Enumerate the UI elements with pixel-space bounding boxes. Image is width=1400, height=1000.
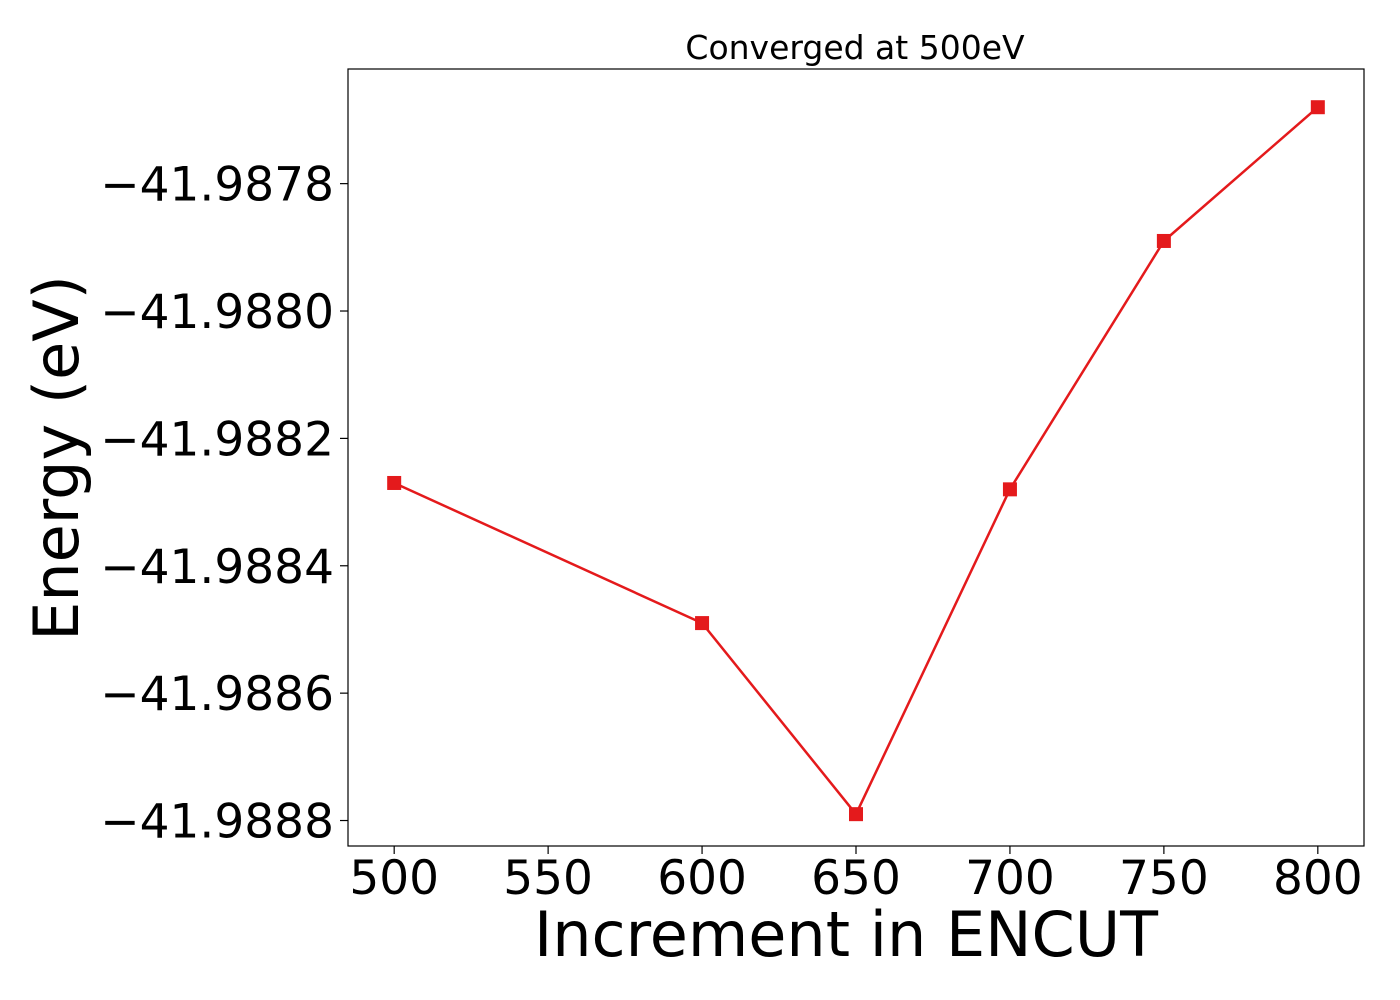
x-tick-label: 650 — [811, 851, 901, 906]
data-point-marker — [695, 616, 710, 631]
data-point-marker — [1310, 100, 1325, 115]
y-axis-ticks: −41.9878 −41.9880 −41.9882 −41.9884 −41.9886… — [100, 158, 348, 850]
data-point-marker — [387, 475, 402, 490]
plot-area-frame — [347, 68, 1365, 847]
chart-title: Converged at 500eV — [685, 28, 1025, 67]
x-axis-label: Increment in ENCUT — [534, 898, 1159, 971]
x-tick-label: 750 — [1119, 851, 1209, 906]
data-point-marker — [1156, 233, 1171, 248]
y-tick-label: −41.9888 — [100, 795, 334, 850]
x-tick-label: 700 — [965, 851, 1055, 906]
y-tick-label: −41.9878 — [100, 158, 334, 213]
y-tick-label: −41.9880 — [100, 285, 334, 340]
series-line — [393, 106, 1319, 816]
data-point-marker — [849, 807, 863, 822]
y-tick-label: −41.9882 — [100, 412, 334, 467]
y-tick-label: −41.9884 — [100, 540, 334, 595]
y-axis-label: Energy (eV) — [20, 275, 93, 641]
data-point-marker — [1002, 482, 1017, 497]
x-axis-ticks: 500 550 600 650 700 750 800 — [349, 846, 1363, 906]
x-tick-label: 600 — [657, 851, 747, 906]
series-layer — [387, 100, 1325, 822]
x-tick-label: 550 — [503, 851, 593, 906]
x-tick-label: 500 — [349, 851, 439, 906]
x-tick-label: 800 — [1273, 851, 1363, 906]
y-tick-label: −41.9886 — [100, 667, 334, 722]
